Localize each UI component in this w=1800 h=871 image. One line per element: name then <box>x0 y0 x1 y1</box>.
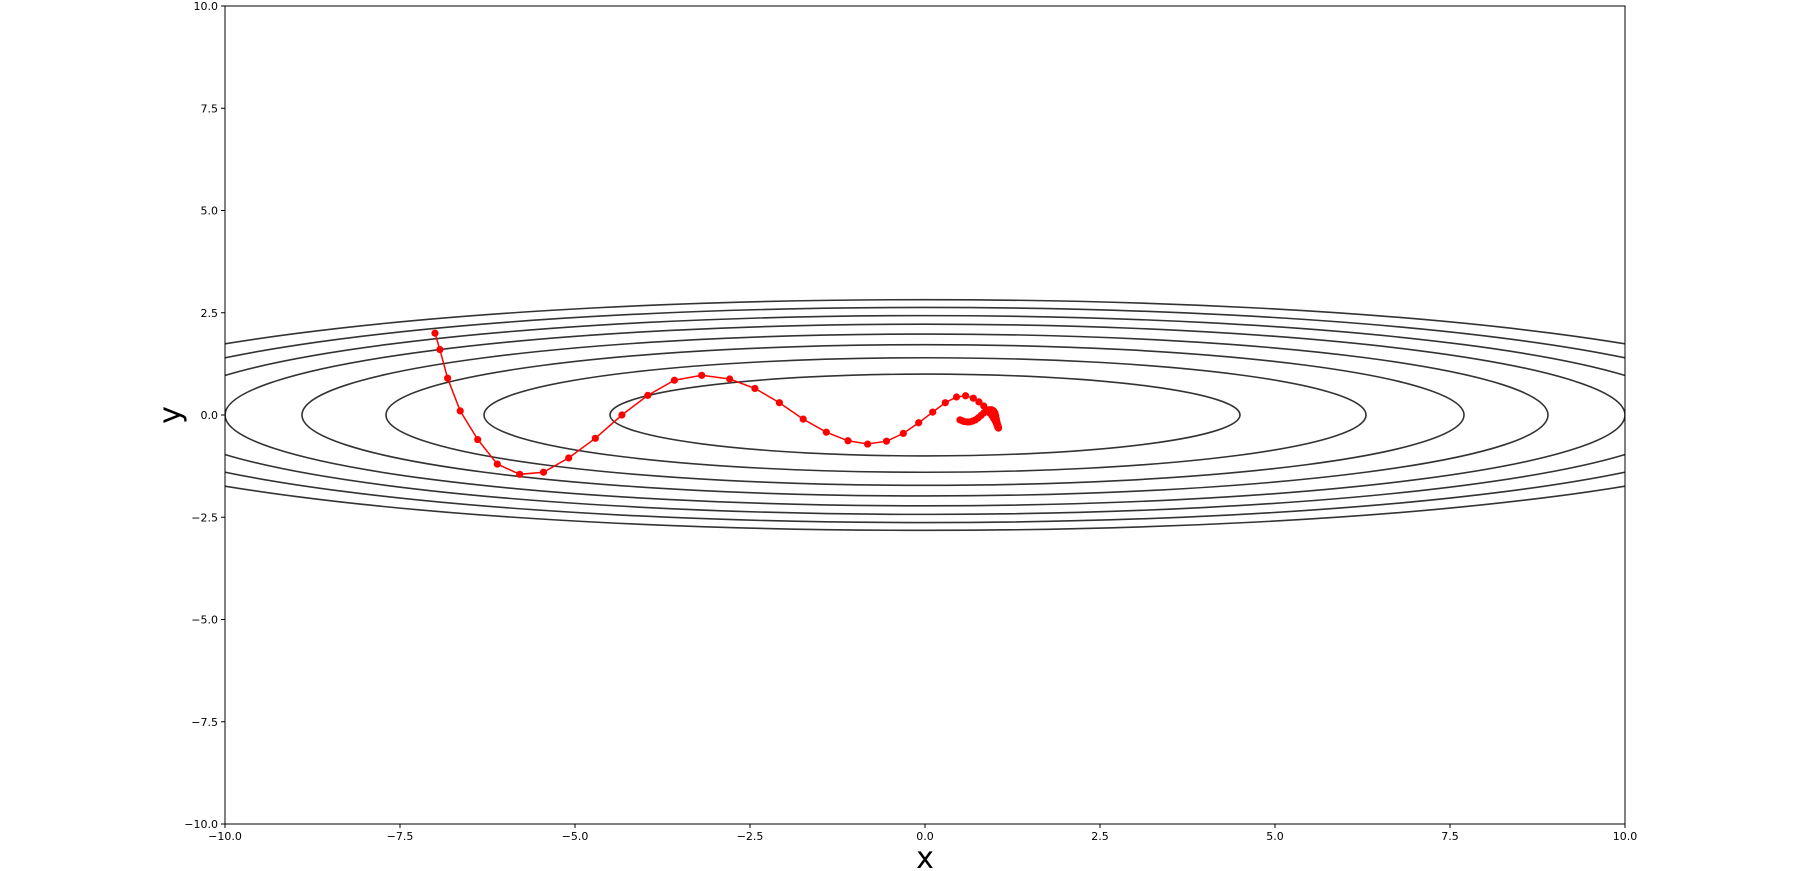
data-point <box>698 371 706 379</box>
y-tick-label: 0.0 <box>201 409 219 422</box>
y-tick-label: −5.0 <box>191 614 218 627</box>
x-tick-label: 5.0 <box>1266 830 1284 843</box>
y-axis-ticks: −10.0 −7.5 −5.0 −2.5 0.0 2.5 5.0 7.5 10.0 <box>184 0 225 831</box>
data-point <box>915 419 923 427</box>
x-axis-label: x <box>916 841 934 871</box>
x-tick-label: −5.0 <box>562 830 589 843</box>
y-tick-label: 2.5 <box>201 307 219 320</box>
data-point <box>431 329 439 337</box>
y-tick-label: 10.0 <box>194 0 219 13</box>
data-point <box>436 345 444 354</box>
data-point <box>941 399 949 407</box>
data-point <box>493 460 501 468</box>
data-point <box>975 398 983 406</box>
x-tick-label: 2.5 <box>1091 830 1109 843</box>
data-point <box>618 411 626 419</box>
data-point <box>516 470 524 478</box>
data-point <box>670 376 679 384</box>
x-tick-label: −10.0 <box>208 830 242 843</box>
contour-line-8 <box>225 298 1625 532</box>
data-point <box>726 375 734 383</box>
contour-line-5 <box>225 323 1625 507</box>
y-tick-label: 7.5 <box>201 102 219 115</box>
contour-line-6 <box>225 314 1625 516</box>
x-tick-label: −2.5 <box>737 830 764 843</box>
data-point <box>799 415 807 423</box>
data-point <box>844 437 852 445</box>
x-tick-label: 0.0 <box>916 830 934 843</box>
data-point <box>899 429 907 438</box>
x-tick-label: −7.5 <box>387 830 414 843</box>
contour-line-2 <box>483 356 1367 474</box>
y-tick-label: −7.5 <box>191 716 218 729</box>
contour-line-3 <box>385 343 1465 487</box>
data-point <box>456 407 464 415</box>
data-point <box>822 428 830 436</box>
x-axis-ticks: −10.0 −7.5 −5.0 −2.5 0.0 2.5 5.0 7.5 10.0 <box>208 824 1637 843</box>
data-point <box>539 468 548 476</box>
y-tick-label: −10.0 <box>184 818 218 831</box>
data-point <box>882 437 891 445</box>
contour-lines <box>225 298 1625 532</box>
data-point <box>474 435 482 444</box>
y-axis-label: y <box>153 406 188 424</box>
data-point <box>644 391 652 399</box>
data-point <box>444 374 452 382</box>
data-point <box>969 394 977 402</box>
data-point <box>952 393 961 401</box>
data-point <box>751 384 759 393</box>
data-point <box>956 416 964 424</box>
data-point <box>565 454 573 462</box>
y-tick-label: 5.0 <box>201 205 219 218</box>
y-tick-label: −2.5 <box>191 511 218 524</box>
x-tick-label: 7.5 <box>1441 830 1459 843</box>
contour-line-7 <box>225 306 1625 524</box>
data-series <box>431 329 1003 478</box>
data-point <box>864 440 872 448</box>
x-tick-label: 10.0 <box>1613 830 1638 843</box>
plot-background <box>225 6 1625 824</box>
contour-line-4 <box>301 333 1549 497</box>
data-point <box>962 392 970 400</box>
contour-line-1 <box>609 373 1241 457</box>
data-point <box>775 399 784 407</box>
data-point <box>591 434 599 442</box>
data-point <box>929 408 937 416</box>
